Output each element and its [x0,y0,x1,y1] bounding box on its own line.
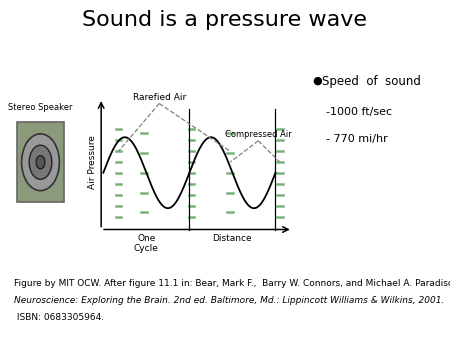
Text: Sound is a pressure wave: Sound is a pressure wave [82,10,368,30]
Circle shape [29,145,52,179]
Text: Neuroscience: Exploring the Brain. 2nd ed. Baltimore, Md.: Lippincott Williams &: Neuroscience: Exploring the Brain. 2nd e… [14,296,444,305]
Text: Stereo Speaker: Stereo Speaker [8,103,73,112]
Text: Compressed Air: Compressed Air [225,130,292,139]
Text: Speed  of  sound: Speed of sound [322,75,421,88]
Text: -1000 ft/sec: -1000 ft/sec [326,106,392,117]
Text: Air Pressure: Air Pressure [88,135,97,189]
Text: ●: ● [313,76,323,86]
Text: ISBN: 0683305964.: ISBN: 0683305964. [14,313,104,322]
Text: Rarefied Air: Rarefied Air [133,93,186,102]
Text: One
Cycle: One Cycle [134,234,159,253]
Text: - 770 mi/hr: - 770 mi/hr [326,134,388,144]
Circle shape [36,155,45,169]
Circle shape [22,134,59,191]
Bar [17,122,64,202]
Text: Distance: Distance [212,234,252,243]
Text: Figure by MIT OCW. After figure 11.1 in: Bear, Mark F.,  Barry W. Connors, and M: Figure by MIT OCW. After figure 11.1 in:… [14,279,450,288]
